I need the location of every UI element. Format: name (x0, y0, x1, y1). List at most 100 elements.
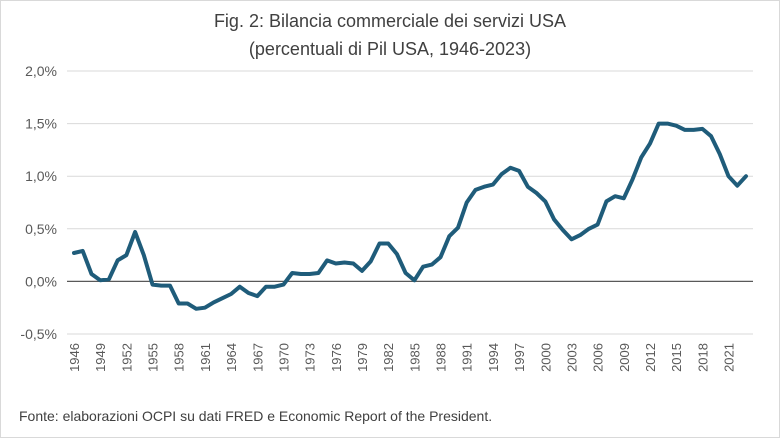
data-point (683, 128, 687, 132)
data-point (666, 122, 670, 126)
data-point (552, 217, 556, 221)
series-layer (72, 121, 748, 311)
data-point (308, 272, 312, 276)
y-tick-label: 0,5% (25, 221, 57, 237)
data-point (90, 272, 94, 276)
x-tick-label: 1982 (381, 343, 396, 372)
data-point (447, 234, 451, 238)
x-tick-label: 1958 (172, 343, 187, 372)
x-tick-label: 1976 (329, 343, 344, 372)
data-point (508, 166, 512, 170)
data-point (474, 188, 478, 192)
gridlines (67, 70, 753, 335)
data-point (116, 258, 120, 262)
data-point (72, 251, 76, 255)
x-tick-label: 1994 (486, 343, 501, 372)
data-point (456, 226, 460, 230)
data-point (159, 284, 163, 288)
x-tick-label: 2015 (669, 343, 684, 372)
data-point (255, 294, 259, 298)
data-point (378, 242, 382, 246)
data-point (229, 292, 233, 296)
data-point (465, 201, 469, 205)
data-point (325, 258, 329, 262)
data-point (709, 134, 713, 138)
data-point (430, 263, 434, 267)
data-point (517, 169, 521, 173)
data-point (421, 265, 425, 269)
x-tick-label: 1946 (67, 343, 82, 372)
data-point (360, 269, 364, 273)
data-point (692, 128, 696, 132)
data-point (343, 261, 347, 265)
x-tick-label: 1952 (119, 343, 134, 372)
y-tick-label: 1,0% (25, 168, 57, 184)
data-point (203, 306, 207, 310)
data-point (735, 184, 739, 188)
data-point (700, 127, 704, 131)
x-tick-label: 1988 (434, 343, 449, 372)
data-point (177, 302, 181, 306)
data-point (561, 228, 565, 232)
data-point (168, 284, 172, 288)
data-point (674, 124, 678, 128)
x-tick-label: 1961 (198, 343, 213, 372)
data-point (395, 252, 399, 256)
x-tick-label: 1991 (460, 343, 475, 372)
x-tick-label: 2000 (538, 343, 553, 372)
data-point (238, 285, 242, 289)
data-point (648, 142, 652, 146)
data-point (613, 194, 617, 198)
data-point (727, 174, 731, 178)
y-tick-label: 2,0% (25, 63, 57, 79)
data-point (186, 302, 190, 306)
data-point (81, 249, 85, 253)
x-tick-label: 2006 (591, 343, 606, 372)
x-tick-label: 1949 (93, 343, 108, 372)
data-point (526, 185, 530, 189)
x-tick-label: 1973 (303, 343, 318, 372)
data-point (500, 172, 504, 176)
y-tick-label: 0,0% (25, 273, 57, 289)
data-point (282, 283, 286, 287)
x-tick-label: 1964 (224, 343, 239, 372)
data-point (247, 291, 251, 295)
data-point (194, 307, 198, 311)
data-point (299, 272, 303, 276)
data-point (290, 271, 294, 275)
source-note: Fonte: elaborazioni OCPI su dati FRED e … (19, 408, 493, 424)
x-tick-label: 2021 (722, 343, 737, 372)
data-point (264, 285, 268, 289)
data-point (334, 262, 338, 266)
data-point (316, 271, 320, 275)
x-tick-label: 1997 (512, 343, 527, 372)
x-tick-label: 1967 (250, 343, 265, 372)
x-tick-label: 2009 (617, 343, 632, 372)
chart-title: Fig. 2: Bilancia commerciale dei servizi… (213, 11, 567, 31)
data-point (596, 223, 600, 227)
data-point (412, 278, 416, 282)
data-point (604, 199, 608, 203)
x-tick-label: 1985 (407, 343, 422, 372)
x-tick-label: 1970 (276, 343, 291, 372)
data-point (220, 296, 224, 300)
data-point (622, 196, 626, 200)
data-point (404, 271, 408, 275)
x-tick-label: 1979 (355, 343, 370, 372)
x-tick-label: 2018 (695, 343, 710, 372)
data-point (639, 155, 643, 159)
data-point (107, 277, 111, 281)
x-tick-label: 2012 (643, 343, 658, 372)
data-point (439, 255, 443, 259)
data-point (386, 242, 390, 246)
data-point (369, 259, 373, 263)
data-point (142, 253, 146, 257)
series-line (72, 121, 748, 311)
data-point (124, 253, 128, 257)
data-point (578, 233, 582, 237)
y-axis: 2,0% 1,5% 1,0% 0,5% 0,0% -0,5% (20, 63, 57, 342)
data-point (133, 230, 137, 234)
x-tick-label: 2003 (564, 343, 579, 372)
